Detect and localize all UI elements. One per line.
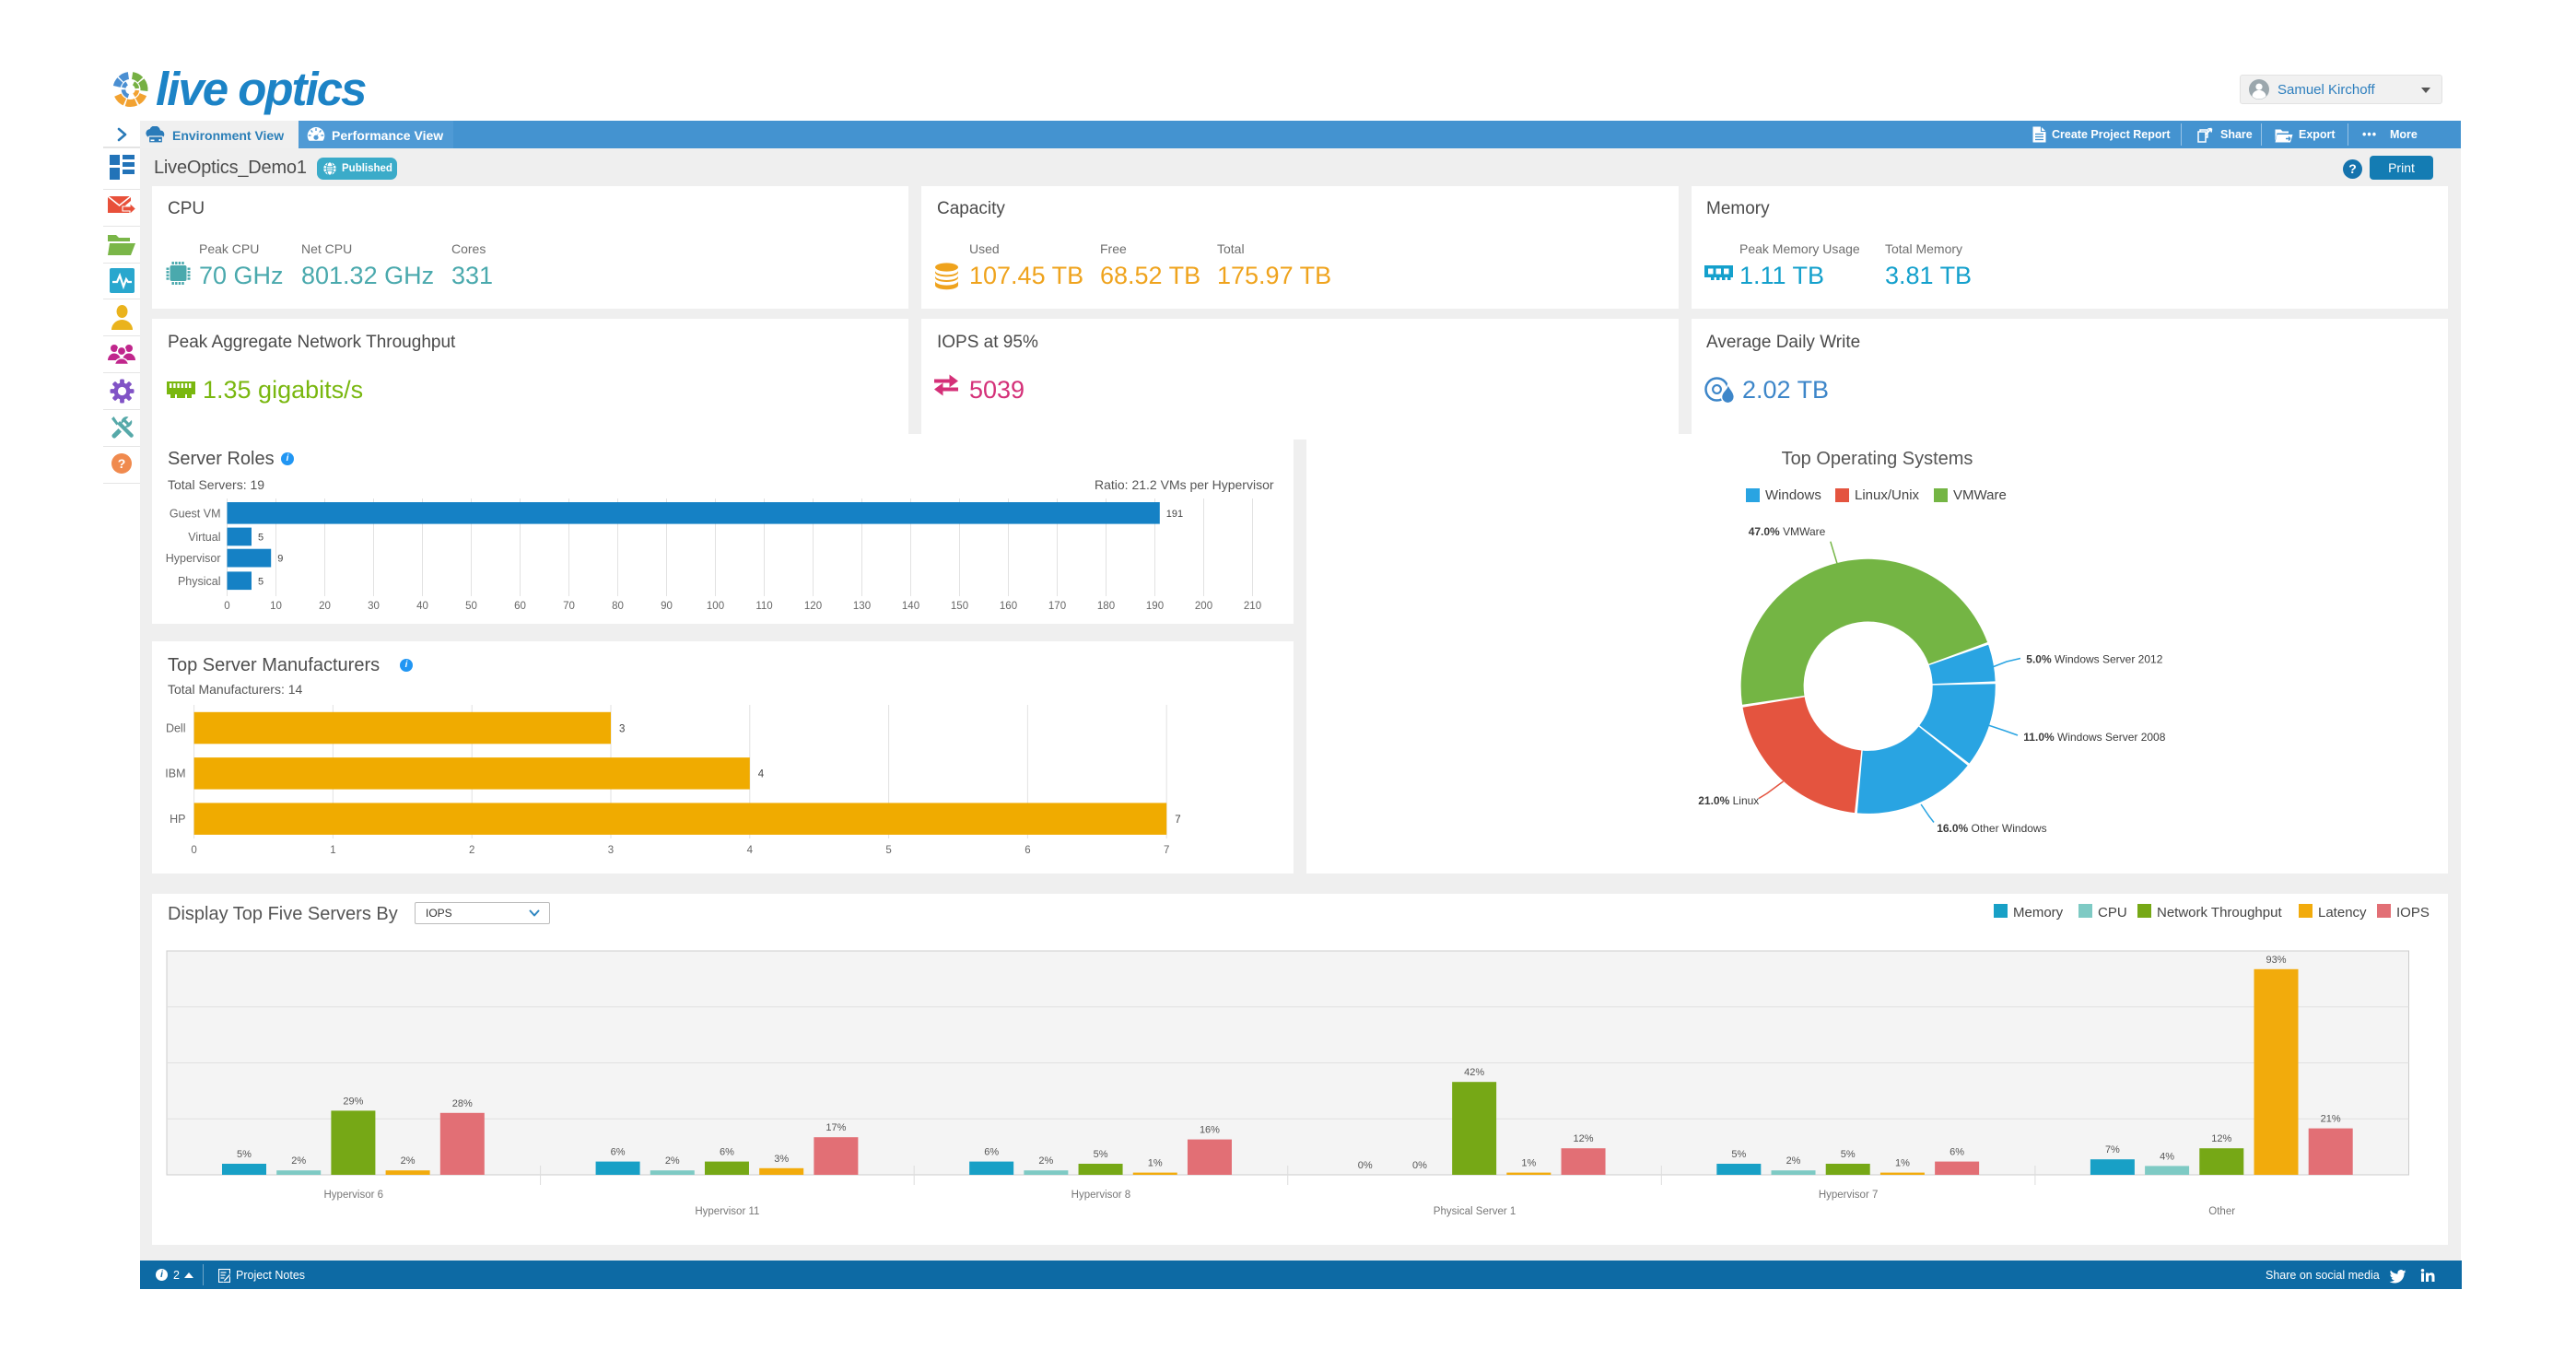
svg-text:3: 3 xyxy=(608,845,614,856)
svg-text:0%: 0% xyxy=(1358,1160,1373,1171)
svg-text:60: 60 xyxy=(514,601,526,612)
svg-text:Hypervisor: Hypervisor xyxy=(166,552,221,565)
svg-text:Dell: Dell xyxy=(166,721,186,734)
svg-text:16%: 16% xyxy=(1200,1125,1220,1136)
svg-text:2%: 2% xyxy=(401,1155,416,1167)
svg-text:16.0% Other Windows: 16.0% Other Windows xyxy=(1937,822,2046,835)
svg-text:4: 4 xyxy=(758,769,765,780)
svg-text:6: 6 xyxy=(1025,845,1030,856)
svg-text:191: 191 xyxy=(1166,509,1183,520)
svg-text:21%: 21% xyxy=(2321,1114,2341,1125)
svg-text:1%: 1% xyxy=(1521,1158,1536,1169)
svg-text:93%: 93% xyxy=(2266,955,2286,966)
svg-text:Guest VM: Guest VM xyxy=(170,507,221,520)
svg-text:Physical Server 1: Physical Server 1 xyxy=(1434,1206,1516,1217)
svg-text:6%: 6% xyxy=(720,1147,734,1158)
svg-text:42%: 42% xyxy=(1464,1067,1484,1078)
svg-text:5: 5 xyxy=(258,576,263,587)
svg-text:0: 0 xyxy=(191,845,196,856)
svg-text:5%: 5% xyxy=(1094,1149,1108,1160)
svg-text:20: 20 xyxy=(319,601,331,612)
svg-text:6%: 6% xyxy=(984,1147,999,1158)
svg-text:Hypervisor 8: Hypervisor 8 xyxy=(1071,1190,1131,1201)
svg-text:21.0% Linux: 21.0% Linux xyxy=(1698,794,1759,807)
svg-text:10: 10 xyxy=(270,601,282,612)
svg-text:3: 3 xyxy=(619,723,625,734)
svg-text:5.0% Windows Server 2012: 5.0% Windows Server 2012 xyxy=(2026,653,2162,666)
svg-text:50: 50 xyxy=(465,601,477,612)
svg-text:2%: 2% xyxy=(291,1155,306,1167)
svg-text:210: 210 xyxy=(1244,601,1261,612)
svg-text:160: 160 xyxy=(1000,601,1017,612)
svg-text:90: 90 xyxy=(661,601,673,612)
svg-text:29%: 29% xyxy=(343,1096,363,1107)
svg-text:Virtual: Virtual xyxy=(188,531,220,544)
svg-text:130: 130 xyxy=(853,601,871,612)
svg-text:11.0% Windows Server 2008: 11.0% Windows Server 2008 xyxy=(2023,731,2165,744)
svg-text:180: 180 xyxy=(1097,601,1115,612)
svg-text:100: 100 xyxy=(707,601,724,612)
svg-text:Hypervisor 6: Hypervisor 6 xyxy=(324,1190,384,1201)
svg-text:5%: 5% xyxy=(1841,1149,1856,1160)
svg-text:40: 40 xyxy=(416,601,428,612)
svg-text:70: 70 xyxy=(563,601,575,612)
svg-text:120: 120 xyxy=(804,601,822,612)
svg-text:5: 5 xyxy=(258,532,263,543)
svg-text:0%: 0% xyxy=(1412,1160,1427,1171)
svg-text:4: 4 xyxy=(747,845,754,856)
svg-text:4%: 4% xyxy=(2160,1151,2174,1162)
svg-text:IBM: IBM xyxy=(165,768,185,780)
svg-text:30: 30 xyxy=(368,601,380,612)
svg-text:6%: 6% xyxy=(1950,1147,1964,1158)
svg-text:1%: 1% xyxy=(1148,1158,1163,1169)
svg-text:6%: 6% xyxy=(611,1147,626,1158)
svg-text:5: 5 xyxy=(885,845,891,856)
svg-text:140: 140 xyxy=(902,601,919,612)
svg-text:12%: 12% xyxy=(1574,1133,1594,1144)
svg-text:2%: 2% xyxy=(665,1155,680,1167)
svg-text:150: 150 xyxy=(951,601,968,612)
svg-text:5%: 5% xyxy=(1731,1149,1746,1160)
svg-text:9: 9 xyxy=(277,554,283,565)
svg-text:HP: HP xyxy=(170,813,185,826)
svg-text:0: 0 xyxy=(224,601,229,612)
svg-text:7: 7 xyxy=(1175,815,1180,826)
svg-text:1: 1 xyxy=(330,845,335,856)
svg-text:190: 190 xyxy=(1146,601,1164,612)
svg-text:2%: 2% xyxy=(1786,1155,1801,1167)
svg-text:200: 200 xyxy=(1195,601,1212,612)
svg-text:1%: 1% xyxy=(1895,1158,1910,1169)
svg-text:2%: 2% xyxy=(1038,1155,1053,1167)
svg-text:7%: 7% xyxy=(2105,1144,2120,1155)
svg-text:7: 7 xyxy=(1164,845,1169,856)
svg-text:47.0% VMWare: 47.0% VMWare xyxy=(1749,525,1826,538)
svg-text:170: 170 xyxy=(1048,601,1066,612)
svg-text:Hypervisor 11: Hypervisor 11 xyxy=(695,1206,759,1217)
svg-text:12%: 12% xyxy=(2211,1133,2231,1144)
svg-text:17%: 17% xyxy=(825,1122,846,1133)
svg-text:2: 2 xyxy=(469,845,474,856)
svg-text:5%: 5% xyxy=(237,1149,252,1160)
svg-text:Physical: Physical xyxy=(178,575,221,588)
svg-text:Other: Other xyxy=(2208,1206,2235,1217)
svg-text:80: 80 xyxy=(612,601,624,612)
svg-text:?: ? xyxy=(118,456,126,471)
svg-text:110: 110 xyxy=(755,601,772,612)
svg-text:3%: 3% xyxy=(774,1154,789,1165)
svg-text:28%: 28% xyxy=(452,1098,473,1109)
svg-text:Hypervisor 7: Hypervisor 7 xyxy=(1819,1190,1879,1201)
